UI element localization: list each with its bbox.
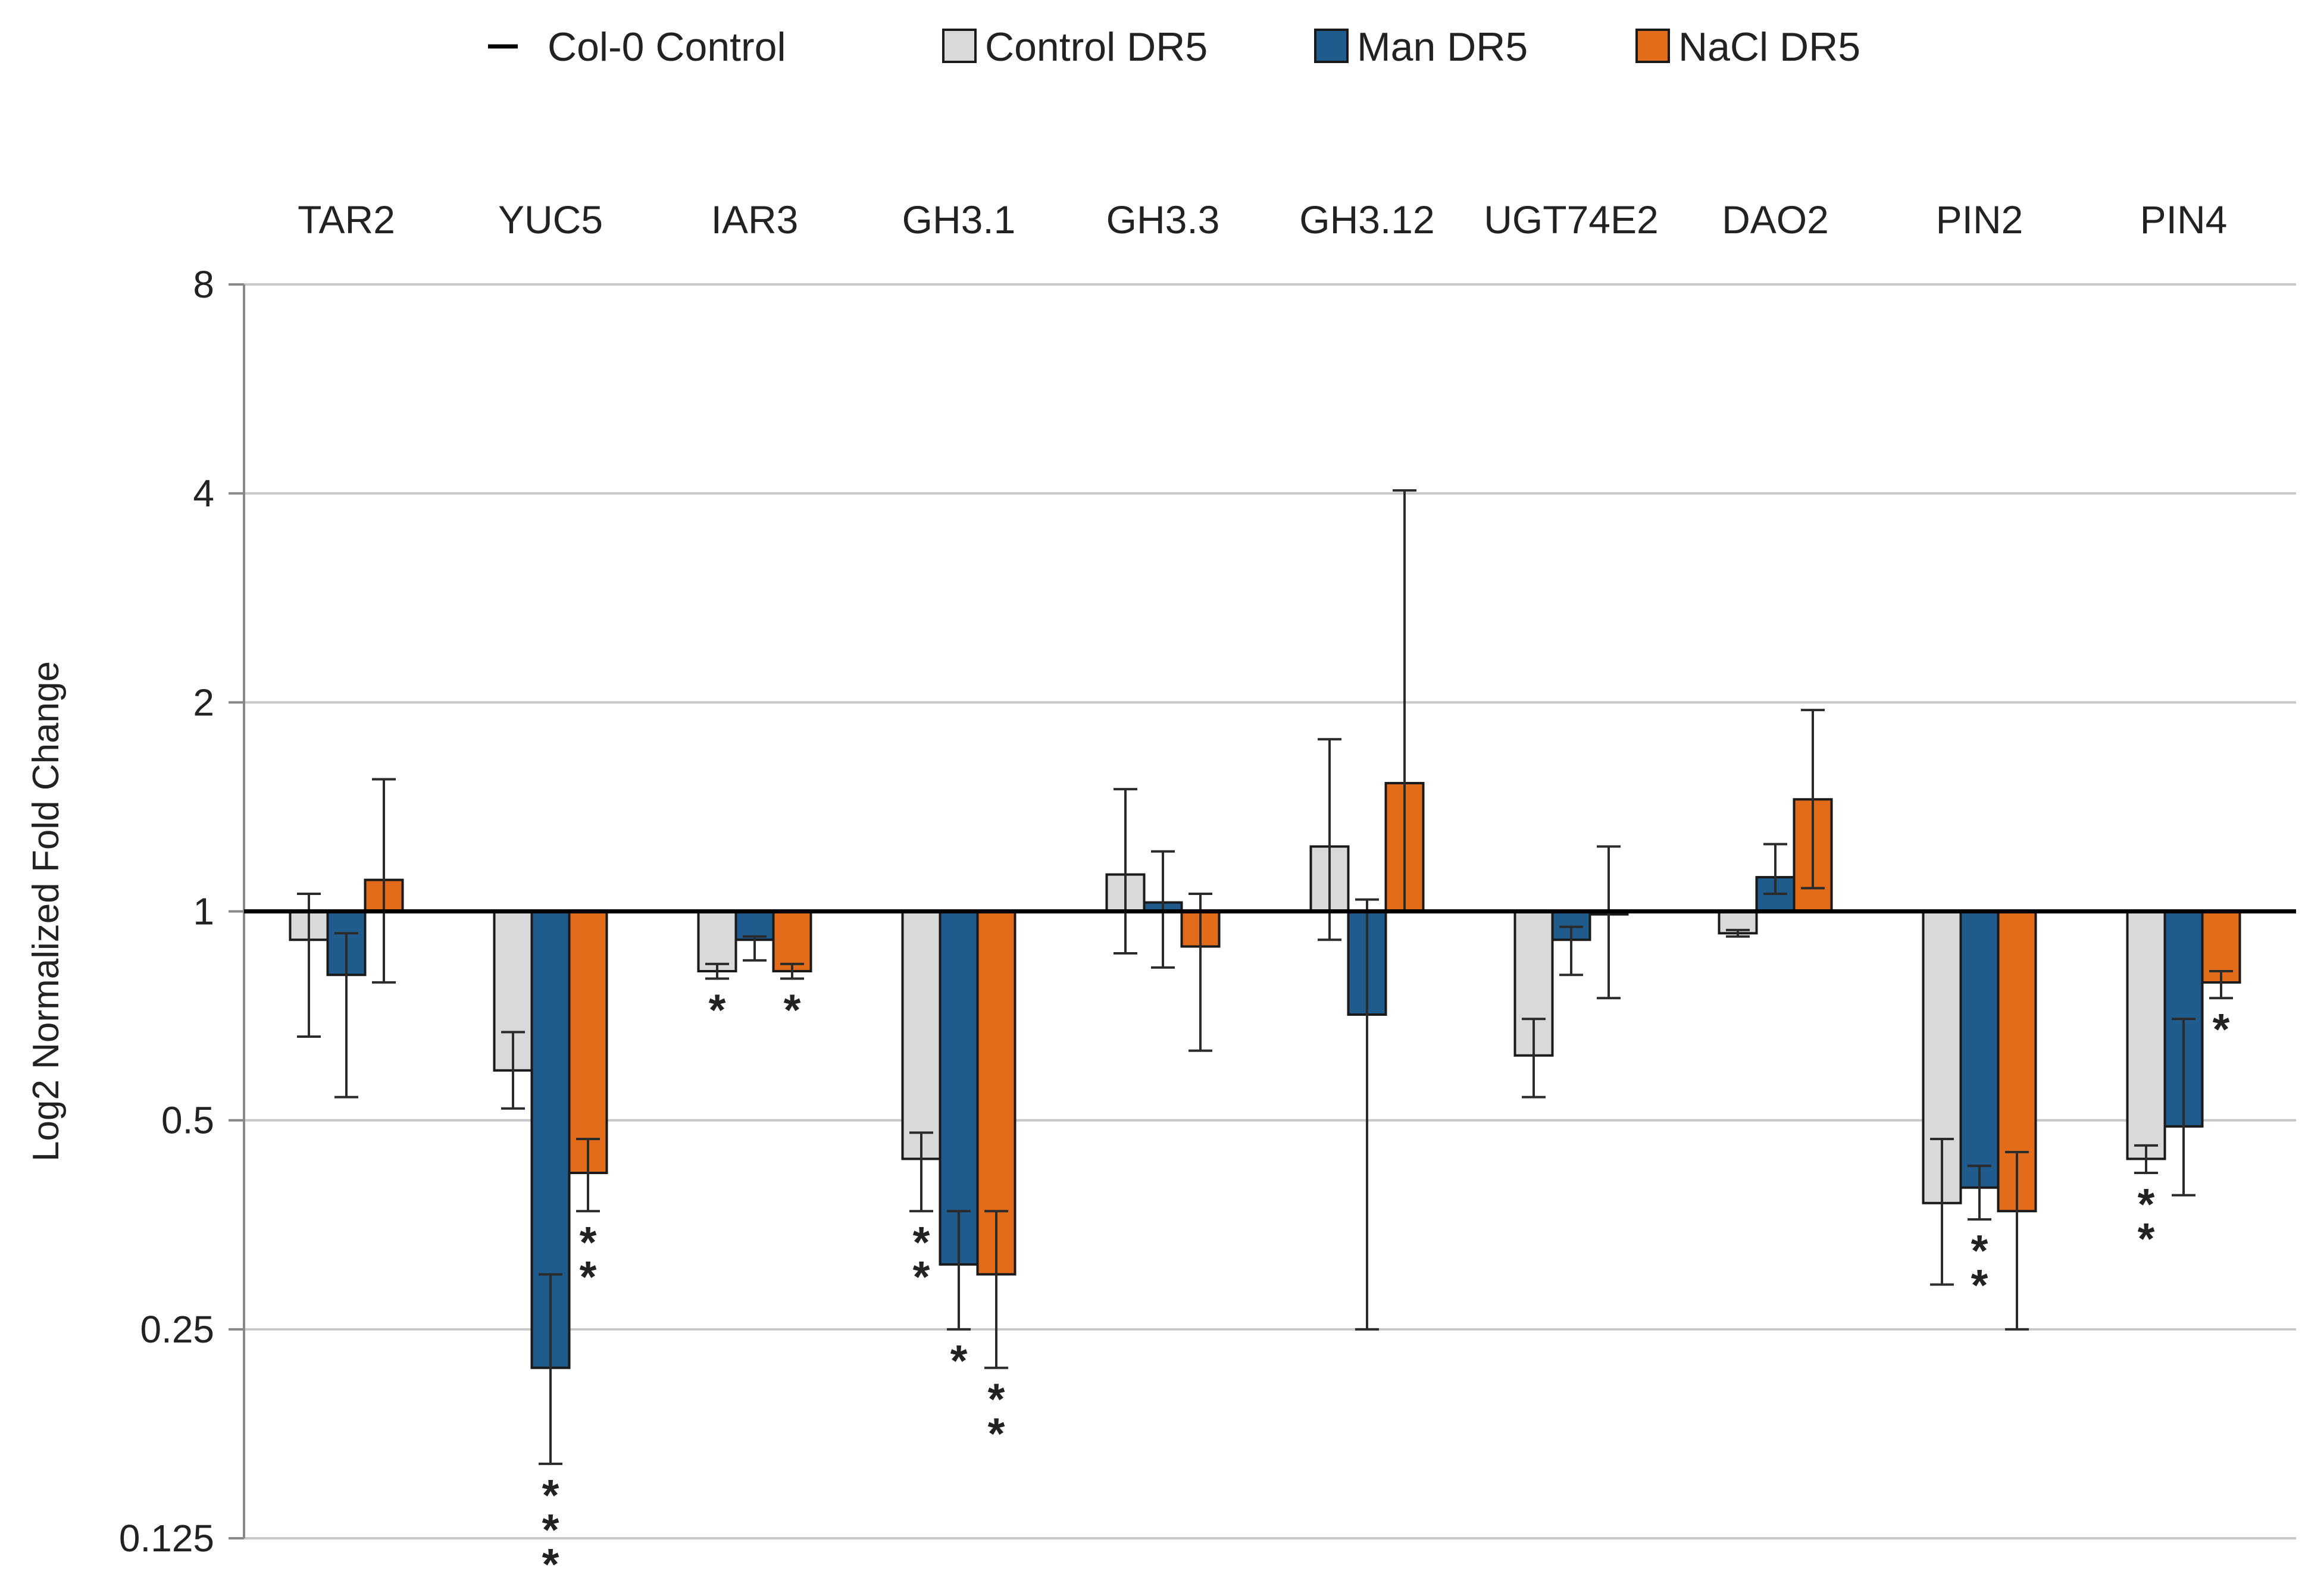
category-label: DAO2 <box>1722 198 1829 242</box>
significance-marker: * * <box>2138 1179 2155 1263</box>
y-tick-label: 1 <box>193 890 214 933</box>
bar <box>697 910 737 973</box>
y-tick-label: 0.25 <box>140 1308 214 1351</box>
significance-marker: * <box>2213 1004 2230 1054</box>
bar <box>772 910 812 973</box>
category-label: YUC5 <box>498 198 603 242</box>
legend-label: Control DR5 <box>985 24 1208 70</box>
significance-marker: * * <box>580 1218 597 1301</box>
category-label: TAR2 <box>298 198 395 242</box>
bar <box>2126 910 2166 1160</box>
y-tick-label: 2 <box>193 681 214 724</box>
legend-swatch <box>1314 29 1349 63</box>
y-axis-label: Log2 Normalized Fold Change <box>26 661 67 1162</box>
category-label: GH3.1 <box>902 198 1016 242</box>
significance-marker: * <box>950 1336 968 1385</box>
legend-label: NaCl DR5 <box>1678 24 1860 70</box>
bar <box>901 910 942 1160</box>
legend-label: Col-0 Control <box>548 24 786 70</box>
significance-marker: * * <box>988 1375 1005 1459</box>
legend-swatch <box>942 29 977 63</box>
y-tick-label: 0.5 <box>161 1099 214 1142</box>
category-label: PIN4 <box>2140 198 2228 242</box>
category-label: IAR3 <box>711 198 799 242</box>
significance-marker: * <box>709 985 726 1035</box>
y-tick-label: 4 <box>193 472 214 515</box>
category-label: GH3.12 <box>1299 198 1434 242</box>
y-tick-label: 8 <box>193 263 214 306</box>
legend-label: Man DR5 <box>1357 24 1528 70</box>
bar <box>568 910 608 1174</box>
y-tick-label: 0.125 <box>119 1517 214 1560</box>
category-label: GH3.3 <box>1106 198 1220 242</box>
legend-swatch <box>1635 29 1670 63</box>
category-label: PIN2 <box>1936 198 2023 242</box>
significance-marker: * * <box>913 1218 930 1301</box>
significance-marker: * * * <box>542 1470 559 1589</box>
category-label: UGT74E2 <box>1484 198 1658 242</box>
bar <box>1959 910 2000 1189</box>
significance-marker: * <box>784 985 801 1035</box>
significance-marker: * * <box>1971 1226 1988 1310</box>
